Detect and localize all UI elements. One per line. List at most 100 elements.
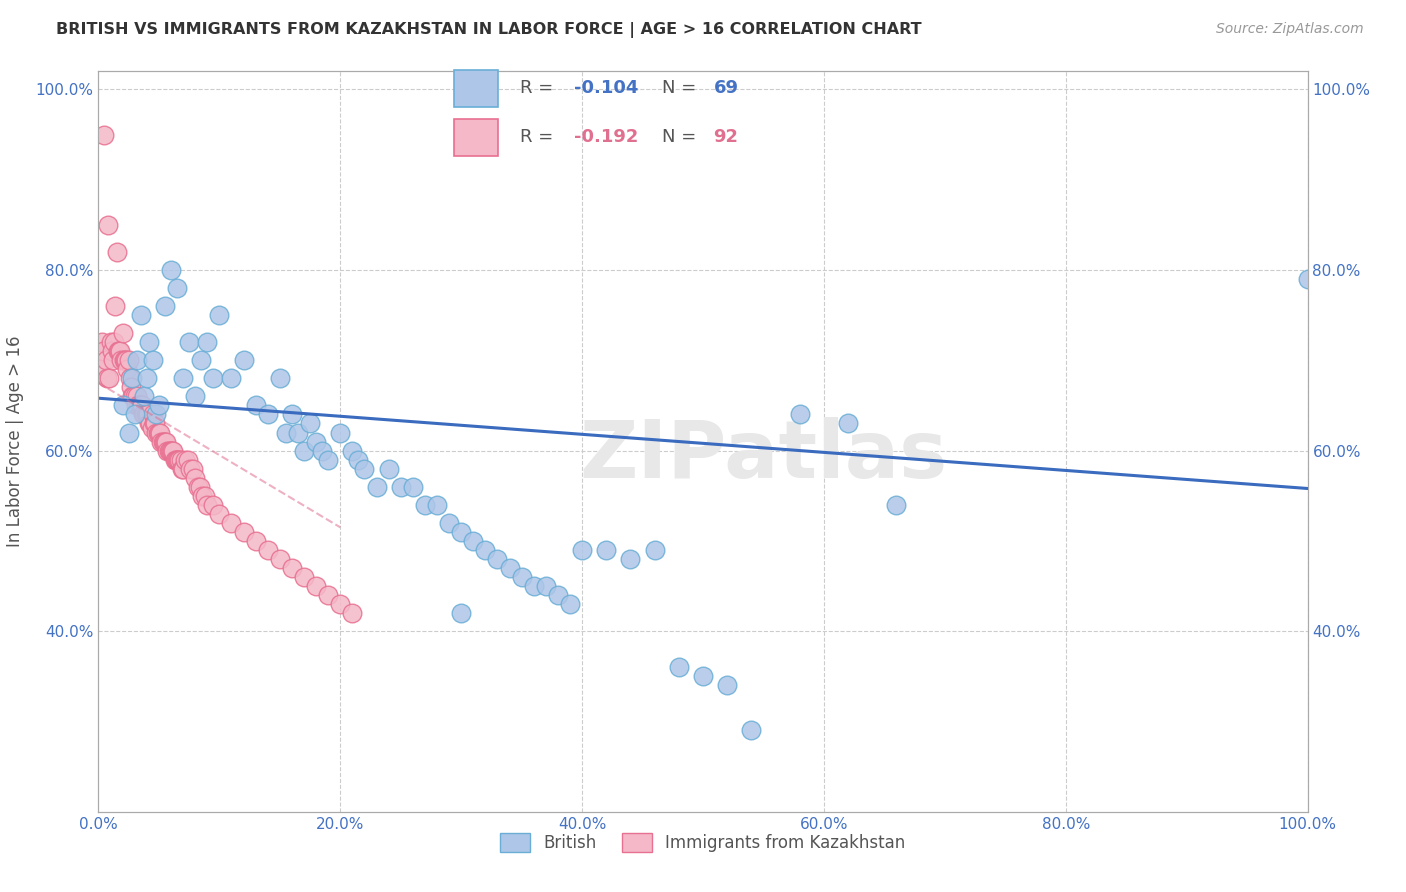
Point (100, 344, 122, 359)
Point (305, 434, 328, 449)
Point (450, 524, 472, 539)
Point (124, 389, 146, 403)
Point (486, 552, 509, 566)
Point (128, 399, 150, 413)
Text: -0.104: -0.104 (575, 79, 638, 97)
Point (413, 498, 436, 512)
Point (115, 353, 138, 368)
Point (132, 408, 155, 422)
Point (195, 498, 218, 512)
Point (202, 498, 225, 512)
Point (98, 371, 121, 385)
Point (498, 561, 520, 575)
Point (104, 299, 127, 313)
Point (90, 362, 112, 376)
Point (316, 588, 339, 602)
Point (329, 425, 352, 440)
Point (311, 443, 333, 458)
Point (184, 389, 207, 403)
Point (121, 371, 143, 385)
Point (426, 498, 449, 512)
Point (142, 408, 165, 422)
Point (160, 263, 183, 277)
Point (129, 308, 152, 322)
Point (619, 552, 641, 566)
Point (139, 417, 162, 431)
Point (114, 353, 136, 368)
Point (169, 452, 191, 467)
Point (111, 399, 134, 413)
Point (143, 417, 166, 431)
Point (165, 452, 187, 467)
Point (450, 606, 472, 620)
Point (342, 443, 364, 458)
Point (221, 371, 243, 385)
Point (162, 443, 184, 458)
Point (120, 380, 142, 394)
Point (347, 452, 370, 467)
Point (740, 723, 762, 738)
Point (145, 408, 167, 422)
Point (127, 353, 149, 368)
Point (716, 678, 738, 692)
Point (377, 461, 399, 475)
Point (153, 299, 176, 313)
Point (232, 524, 254, 539)
Point (121, 389, 143, 403)
Point (148, 425, 170, 440)
Point (292, 443, 315, 458)
Point (184, 470, 207, 484)
Point (105, 244, 128, 259)
Text: N =: N = (662, 79, 702, 97)
Text: -0.192: -0.192 (575, 128, 638, 146)
Point (148, 399, 170, 413)
Point (118, 425, 141, 440)
Point (149, 425, 172, 440)
Point (160, 443, 183, 458)
Point (96, 371, 118, 385)
Point (138, 335, 160, 350)
Point (172, 371, 194, 385)
Point (135, 408, 157, 422)
Point (208, 308, 231, 322)
Point (245, 399, 267, 413)
Text: ZIPatlas: ZIPatlas (579, 417, 948, 495)
Text: 69: 69 (713, 79, 738, 97)
Point (152, 434, 174, 449)
Point (1296, 272, 1319, 286)
Point (342, 606, 364, 620)
Point (156, 443, 179, 458)
Point (299, 417, 322, 431)
Point (145, 425, 167, 440)
Point (159, 443, 181, 458)
Point (155, 434, 177, 449)
Point (125, 399, 148, 413)
Point (157, 443, 180, 458)
Point (118, 371, 141, 385)
Point (534, 579, 557, 593)
Point (141, 421, 163, 435)
Point (281, 408, 304, 422)
Point (134, 389, 156, 403)
Point (179, 461, 201, 475)
Point (136, 408, 159, 422)
Point (143, 417, 166, 431)
Point (191, 489, 214, 503)
Point (174, 452, 197, 467)
Point (463, 533, 485, 548)
Point (129, 399, 152, 413)
Point (117, 362, 139, 376)
Point (166, 452, 188, 467)
Point (274, 425, 297, 440)
Point (232, 353, 254, 368)
Point (221, 516, 243, 530)
Point (202, 371, 225, 385)
Point (269, 552, 291, 566)
Point (316, 452, 339, 467)
Point (122, 389, 145, 403)
Point (146, 425, 169, 440)
Point (153, 434, 176, 449)
Point (110, 353, 132, 368)
Point (510, 570, 533, 584)
Point (281, 561, 304, 575)
